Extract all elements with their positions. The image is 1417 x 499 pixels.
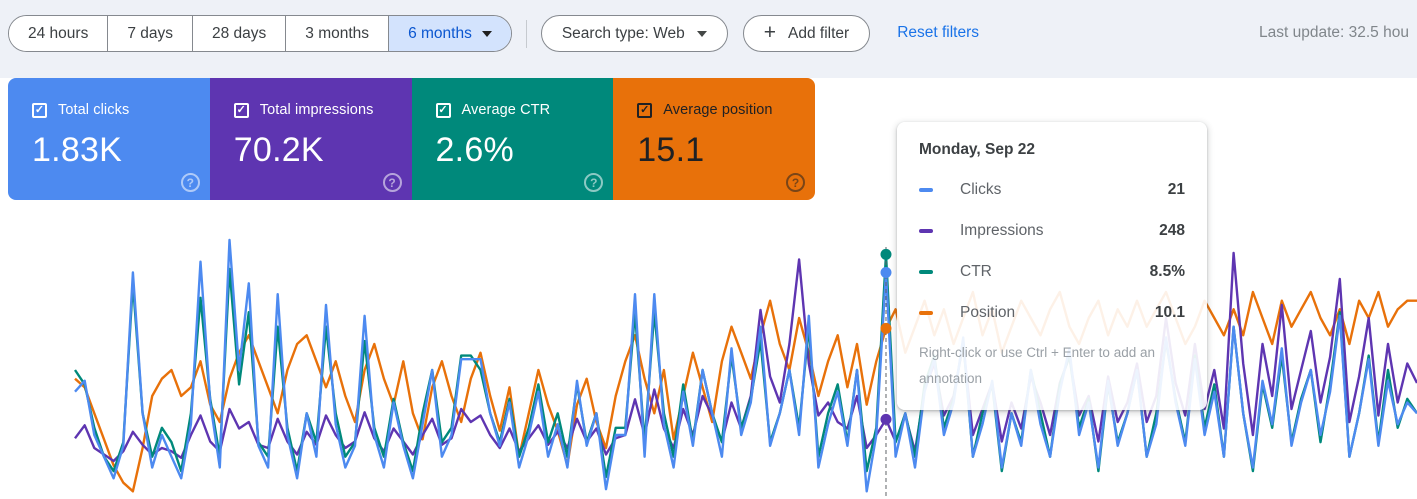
card-label: Average position xyxy=(663,102,773,118)
checkmark-icon: ✓ xyxy=(34,103,45,116)
metric-cards: ✓ Total clicks 1.83K ? ✓ Total impressio… xyxy=(8,78,815,200)
position-series-dash-icon xyxy=(919,311,933,315)
tooltip-row-impressions: Impressions 248 xyxy=(919,221,1185,241)
checkmark-icon: ✓ xyxy=(640,103,650,116)
chevron-down-icon xyxy=(696,30,707,37)
clicks-series-dash-icon xyxy=(919,188,933,192)
reset-filters-link[interactable]: Reset filters xyxy=(897,24,980,41)
card-value: 1.83K xyxy=(32,131,123,169)
checkmark-icon: ✓ xyxy=(438,103,448,116)
impressions-series-dash-icon xyxy=(919,229,933,233)
card-label: Total clicks xyxy=(58,102,130,118)
tooltip-row-clicks: Clicks 21 xyxy=(919,180,1185,200)
date-range-3-months[interactable]: 3 months xyxy=(286,16,390,51)
plus-icon: + xyxy=(763,21,777,44)
ctr-series-dash-icon xyxy=(919,270,933,274)
checkbox-total-clicks[interactable]: ✓ xyxy=(32,102,47,118)
checkbox-total-impressions[interactable]: ✓ xyxy=(233,102,249,118)
help-icon[interactable]: ? xyxy=(584,173,604,192)
annotation-hint: Right-click or use Ctrl + Enter to add a… xyxy=(919,345,1155,387)
add-filter-button[interactable]: + Add filter xyxy=(742,15,871,52)
card-label: Total impressions xyxy=(259,102,374,118)
hover-dot-position xyxy=(880,322,892,334)
help-icon[interactable]: ? xyxy=(180,173,200,192)
metric-card-average-position[interactable]: ✓ Average position 15.1 ? xyxy=(613,78,815,200)
card-label: Average CTR xyxy=(461,102,551,118)
card-value: 70.2K xyxy=(233,131,324,169)
chevron-down-icon xyxy=(481,30,492,37)
checkbox-average-position[interactable]: ✓ xyxy=(637,102,653,118)
hover-dot-impressions xyxy=(880,413,892,425)
card-value: 15.1 xyxy=(637,131,705,169)
last-update-text: Last update: 32.5 hou xyxy=(1259,24,1409,41)
tooltip-date: Monday, Sep 22 xyxy=(919,141,1035,158)
metric-card-total-impressions[interactable]: ✓ Total impressions 70.2K ? xyxy=(209,78,412,200)
search-type-dropdown[interactable]: Search type: Web xyxy=(540,15,728,52)
card-value: 2.6% xyxy=(435,131,514,169)
checkbox-average-ctr[interactable]: ✓ xyxy=(435,102,451,118)
metric-card-total-clicks[interactable]: ✓ Total clicks 1.83K ? xyxy=(8,78,210,200)
checkmark-icon: ✓ xyxy=(236,103,246,116)
chart-tooltip: Monday, Sep 22 Clicks 21 Impressions 248… xyxy=(897,122,1207,410)
help-icon[interactable]: ? xyxy=(786,173,805,192)
date-range-24-hours[interactable]: 24 hours xyxy=(9,16,109,51)
date-range-selector: 24 hours 7 days 28 days 3 months 6 month… xyxy=(8,15,512,52)
tooltip-row-position: Position 10.1 xyxy=(919,303,1185,323)
help-icon[interactable]: ? xyxy=(382,173,402,192)
date-range-7-days[interactable]: 7 days xyxy=(108,16,193,51)
hover-dot-ctr xyxy=(880,248,892,260)
hover-dot-clicks xyxy=(880,267,892,278)
tooltip-row-ctr: CTR 8.5% xyxy=(919,262,1185,282)
toolbar-divider xyxy=(525,20,527,48)
metric-card-average-ctr[interactable]: ✓ Average CTR 2.6% ? xyxy=(411,78,614,200)
date-range-28-days[interactable]: 28 days xyxy=(193,16,287,51)
filter-toolbar: 24 hours 7 days 28 days 3 months 6 month… xyxy=(0,0,1417,78)
date-range-6-months-selected[interactable]: 6 months xyxy=(389,16,511,51)
